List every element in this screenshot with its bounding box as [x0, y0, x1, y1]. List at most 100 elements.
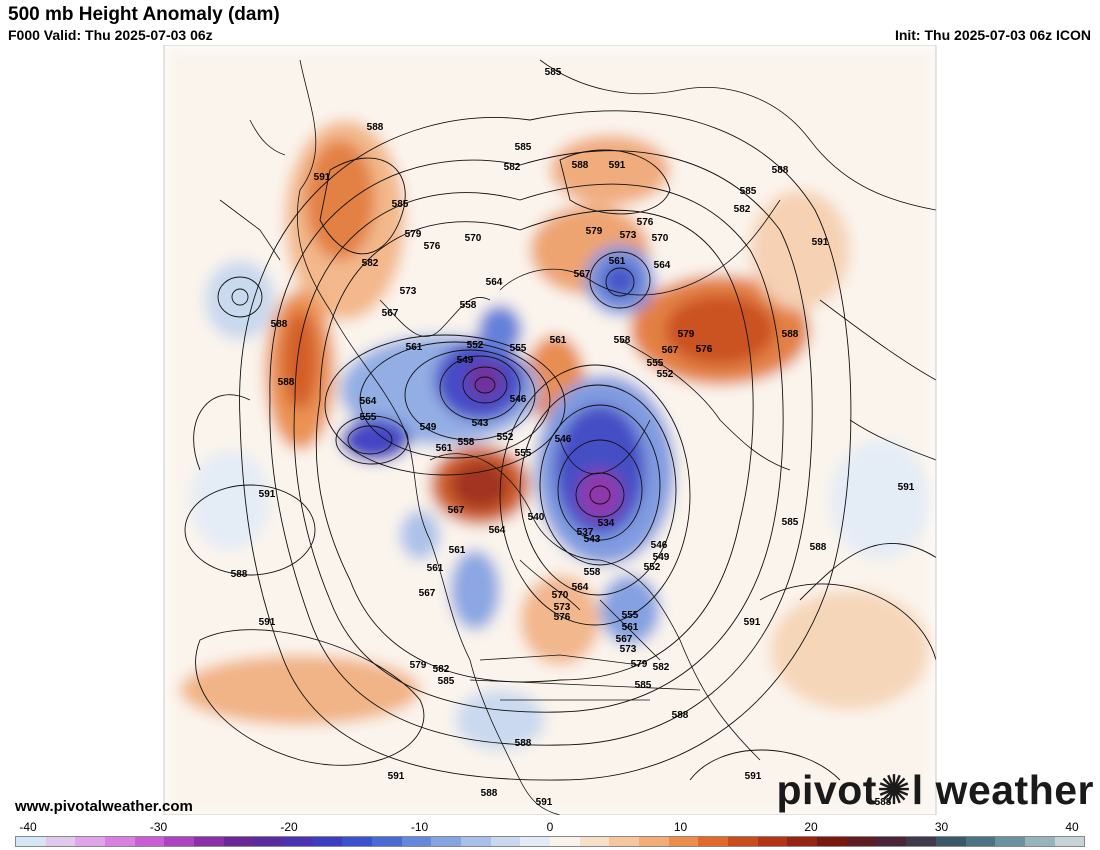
contour-label: 588	[875, 797, 892, 808]
contour-label: 561	[406, 342, 423, 353]
colorbar-segment	[1024, 837, 1055, 846]
contour-label: 546	[510, 394, 527, 405]
colorbar-segment	[401, 837, 432, 846]
contour-label: 588	[810, 542, 827, 553]
contour-label: 561	[550, 335, 567, 346]
contour-label: 588	[367, 122, 384, 133]
contour-label: 564	[654, 260, 671, 271]
colorbar-segment	[906, 837, 936, 846]
colorbar-segment	[312, 837, 343, 846]
colorbar-tick-label: -20	[280, 820, 298, 834]
contour-label: 585	[515, 142, 532, 153]
colorbar-tick-label: -40	[19, 820, 37, 834]
colorbar-segment	[876, 837, 907, 846]
colorbar-segment	[75, 837, 106, 846]
contour-label: 555	[515, 448, 532, 459]
colorbar-segment	[698, 837, 729, 846]
colorbar-segment	[372, 837, 402, 846]
contour-label: 588	[481, 788, 498, 799]
contour-label: 585	[438, 676, 455, 687]
colorbar-segment	[995, 837, 1025, 846]
contour-label: 582	[653, 662, 670, 673]
logo-text-left: pivot	[776, 767, 877, 813]
contour-label: 567	[382, 308, 399, 319]
colorbar-segment	[134, 837, 165, 846]
colorbar-segment	[253, 837, 284, 846]
contour-label: 585	[635, 680, 652, 691]
colorbar-segment	[45, 837, 76, 846]
contour-label: 561	[609, 256, 626, 267]
colorbar-segment	[194, 837, 224, 846]
contour-label: 546	[555, 434, 572, 445]
contour-label: 588	[782, 329, 799, 340]
colorbar-segment	[550, 837, 580, 846]
colorbar-segment	[639, 837, 669, 846]
contour-label: 567	[574, 269, 591, 280]
contour-label: 546	[651, 540, 668, 551]
colorbar-segment	[817, 837, 847, 846]
contour-label: 588	[572, 160, 589, 171]
contour-label: 588	[772, 165, 789, 176]
pivotal-weather-logo: pivot✺l weather	[776, 766, 1094, 814]
contour-label: 534	[598, 518, 615, 529]
contour-label: 573	[400, 286, 417, 297]
contour-label: 555	[622, 610, 639, 621]
contour-label: 552	[497, 432, 514, 443]
contour-label: 579	[678, 329, 695, 340]
colorbar-segment	[787, 837, 818, 846]
colorbar-segment	[757, 837, 788, 846]
contour-label: 591	[259, 489, 276, 500]
contour-label: 558	[458, 437, 475, 448]
contour-label: 579	[586, 226, 603, 237]
contour-label: 537	[577, 527, 594, 538]
contour-label: 573	[620, 644, 637, 655]
contour-label: 591	[314, 172, 331, 183]
contour-label: 591	[744, 617, 761, 628]
logo-sun-icon: ✺	[876, 767, 912, 813]
contour-label: 585	[392, 199, 409, 210]
contour-label: 591	[745, 771, 762, 782]
contour-label: 558	[460, 300, 477, 311]
contour-label: 591	[609, 160, 626, 171]
contour-label: 549	[420, 422, 437, 433]
contour-label: 591	[812, 237, 829, 248]
contour-label: 540	[528, 512, 545, 523]
colorbar-segment	[223, 837, 254, 846]
contour-label: 576	[696, 344, 713, 355]
contour-label: 582	[504, 162, 521, 173]
colorbar-segment	[105, 837, 135, 846]
contour-label: 576	[637, 217, 654, 228]
contour-label: 564	[489, 525, 506, 536]
contour-label: 570	[652, 233, 669, 244]
colorbar-segment	[342, 837, 373, 846]
contour-label: 591	[259, 617, 276, 628]
colorbar-tick-label: -30	[149, 820, 168, 834]
contour-label: 591	[388, 771, 405, 782]
colorbar	[15, 836, 1085, 847]
colorbar-segment	[431, 837, 462, 846]
colorbar-segment	[283, 837, 313, 846]
contour-label: 567	[419, 588, 436, 599]
contour-label: 543	[472, 418, 489, 429]
coastlines-borders	[219, 59, 936, 815]
contour-label: 567	[662, 345, 679, 356]
colorbar-segment	[164, 837, 195, 846]
height-contours	[184, 110, 936, 781]
colorbar-tick-label: 10	[673, 820, 688, 834]
contour-label: 585	[782, 517, 799, 528]
contour-label: 561	[427, 563, 444, 574]
contour-label: 549	[653, 552, 670, 563]
colorbar-tick-label: -10	[410, 820, 429, 834]
contour-label: 567	[448, 505, 465, 516]
contour-label: 576	[554, 612, 571, 623]
colorbar-segment	[579, 837, 610, 846]
colorbar-segment	[846, 837, 877, 846]
contour-label: 588	[231, 569, 248, 580]
website-url[interactable]: www.pivotalweather.com	[15, 798, 193, 815]
colorbar-segment	[490, 837, 521, 846]
contour-label: 555	[647, 358, 664, 369]
colorbar-segment	[1054, 837, 1085, 846]
colorbar-tick-label: 40	[1065, 820, 1079, 834]
